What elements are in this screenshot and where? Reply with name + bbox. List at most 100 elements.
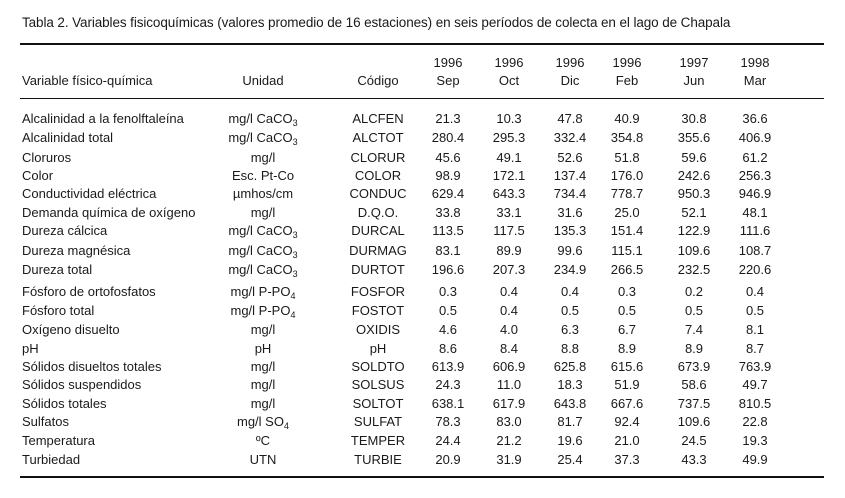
code: TEMPER: [350, 433, 406, 448]
value-cell: 25.4: [557, 452, 583, 467]
header-period-month: Jun: [683, 73, 705, 88]
header-period-month: Sep: [436, 73, 460, 88]
value-cell: 33.8: [435, 205, 461, 220]
value-cell: 256.3: [738, 168, 772, 183]
value-cell: 643.3: [492, 186, 526, 201]
value-cell: 242.6: [677, 168, 711, 183]
value-cell: 81.7: [557, 414, 583, 429]
value-cell: 763.9: [738, 359, 772, 374]
code: DURCAL: [351, 223, 405, 238]
value-cell: 51.9: [614, 377, 640, 392]
variable-name: Fósforo de ortofosfatos: [22, 284, 156, 299]
value-cell: 21.0: [614, 433, 640, 448]
value-cell: 49.1: [496, 150, 522, 165]
value-cell: 4.0: [499, 322, 519, 337]
value-cell: 89.9: [496, 243, 522, 258]
table-caption: Tabla 2. Variables fisicoquímicas (valor…: [22, 15, 731, 30]
header-period-year: 1996: [612, 55, 642, 70]
value-cell: 59.6: [681, 150, 707, 165]
header-period-year: 1996: [494, 55, 524, 70]
variable-name: Sulfatos: [22, 414, 69, 429]
unit-subscript: 3: [292, 269, 298, 279]
value-cell: 8.6: [438, 341, 458, 356]
header-period-year: 1996: [555, 55, 585, 70]
value-cell: 98.9: [435, 168, 461, 183]
unit: UTN: [249, 452, 277, 467]
value-cell: 109.6: [677, 243, 711, 258]
value-cell: 172.1: [492, 168, 526, 183]
variable-name: Fósforo total: [22, 303, 95, 318]
unit: mg/l: [250, 150, 276, 165]
value-cell: 21.2: [496, 433, 522, 448]
value-cell: 43.3: [681, 452, 707, 467]
unit: mg/l CaCO3: [228, 130, 298, 147]
value-cell: 355.6: [677, 130, 711, 145]
unit: mg/l CaCO3: [228, 262, 298, 279]
value-cell: 122.9: [677, 223, 711, 238]
unit-subscript: 3: [292, 250, 298, 260]
value-cell: 778.7: [610, 186, 644, 201]
code: SOLTOT: [352, 396, 404, 411]
value-cell: 21.3: [435, 111, 461, 126]
value-cell: 92.4: [614, 414, 640, 429]
value-cell: 8.9: [617, 341, 637, 356]
value-cell: 266.5: [610, 262, 644, 277]
header-period-month: Feb: [615, 73, 639, 88]
value-cell: 354.8: [610, 130, 644, 145]
variable-name: pH: [22, 341, 39, 356]
value-cell: 40.9: [614, 111, 640, 126]
value-cell: 115.1: [611, 243, 643, 258]
unit: Esc. Pt-Co: [231, 168, 295, 183]
value-cell: 135.3: [553, 223, 587, 238]
unit: mg/l: [250, 396, 276, 411]
unit: mg/l CaCO3: [228, 111, 298, 128]
unit: mg/l SO4: [237, 414, 289, 431]
code: SOLSUS: [351, 377, 405, 392]
value-cell: 673.9: [677, 359, 711, 374]
value-cell: 99.6: [557, 243, 583, 258]
value-cell: 613.9: [431, 359, 465, 374]
unit: mg/l: [250, 377, 276, 392]
value-cell: 58.6: [681, 377, 707, 392]
value-cell: 176.0: [610, 168, 644, 183]
value-cell: 31.9: [496, 452, 522, 467]
value-cell: 113.5: [432, 223, 464, 238]
unit: pH: [254, 341, 272, 356]
unit-subscript: 3: [292, 118, 298, 128]
variable-name: Alcalinidad a la fenolftaleína: [22, 111, 184, 126]
code: FOSFOR: [350, 284, 406, 299]
code: TURBIE: [354, 452, 402, 467]
variable-name: Dureza magnésica: [22, 243, 131, 258]
value-cell: 22.8: [742, 414, 768, 429]
code: ALCFEN: [352, 111, 404, 126]
value-cell: 667.6: [610, 396, 644, 411]
variable-name: Cloruros: [22, 150, 72, 165]
value-cell: 638.1: [431, 396, 465, 411]
value-cell: 207.3: [492, 262, 526, 277]
value-cell: 151.4: [610, 223, 644, 238]
value-cell: 8.4: [499, 341, 519, 356]
value-cell: 24.5: [681, 433, 707, 448]
variable-name: Demanda química de oxígeno: [22, 205, 196, 220]
value-cell: 6.3: [560, 322, 580, 337]
value-cell: 47.8: [557, 111, 583, 126]
value-cell: 0.2: [684, 284, 704, 299]
value-cell: 810.5: [738, 396, 772, 411]
header-codigo: Código: [357, 73, 399, 88]
value-cell: 734.4: [553, 186, 587, 201]
value-cell: 137.4: [553, 168, 587, 183]
variable-name: Alcalinidad total: [22, 130, 114, 145]
value-cell: 0.5: [745, 303, 765, 318]
value-cell: 280.4: [431, 130, 465, 145]
value-cell: 0.3: [438, 284, 458, 299]
value-cell: 33.1: [496, 205, 522, 220]
value-cell: 61.2: [742, 150, 768, 165]
value-cell: 49.7: [742, 377, 768, 392]
header-variable: Variable físico-química: [22, 73, 153, 88]
header-period-year: 1998: [740, 55, 770, 70]
unit: mg/l: [250, 205, 276, 220]
value-cell: 615.6: [610, 359, 644, 374]
value-cell: 52.6: [557, 150, 583, 165]
header-unidad: Unidad: [242, 73, 284, 88]
value-cell: 950.3: [677, 186, 711, 201]
